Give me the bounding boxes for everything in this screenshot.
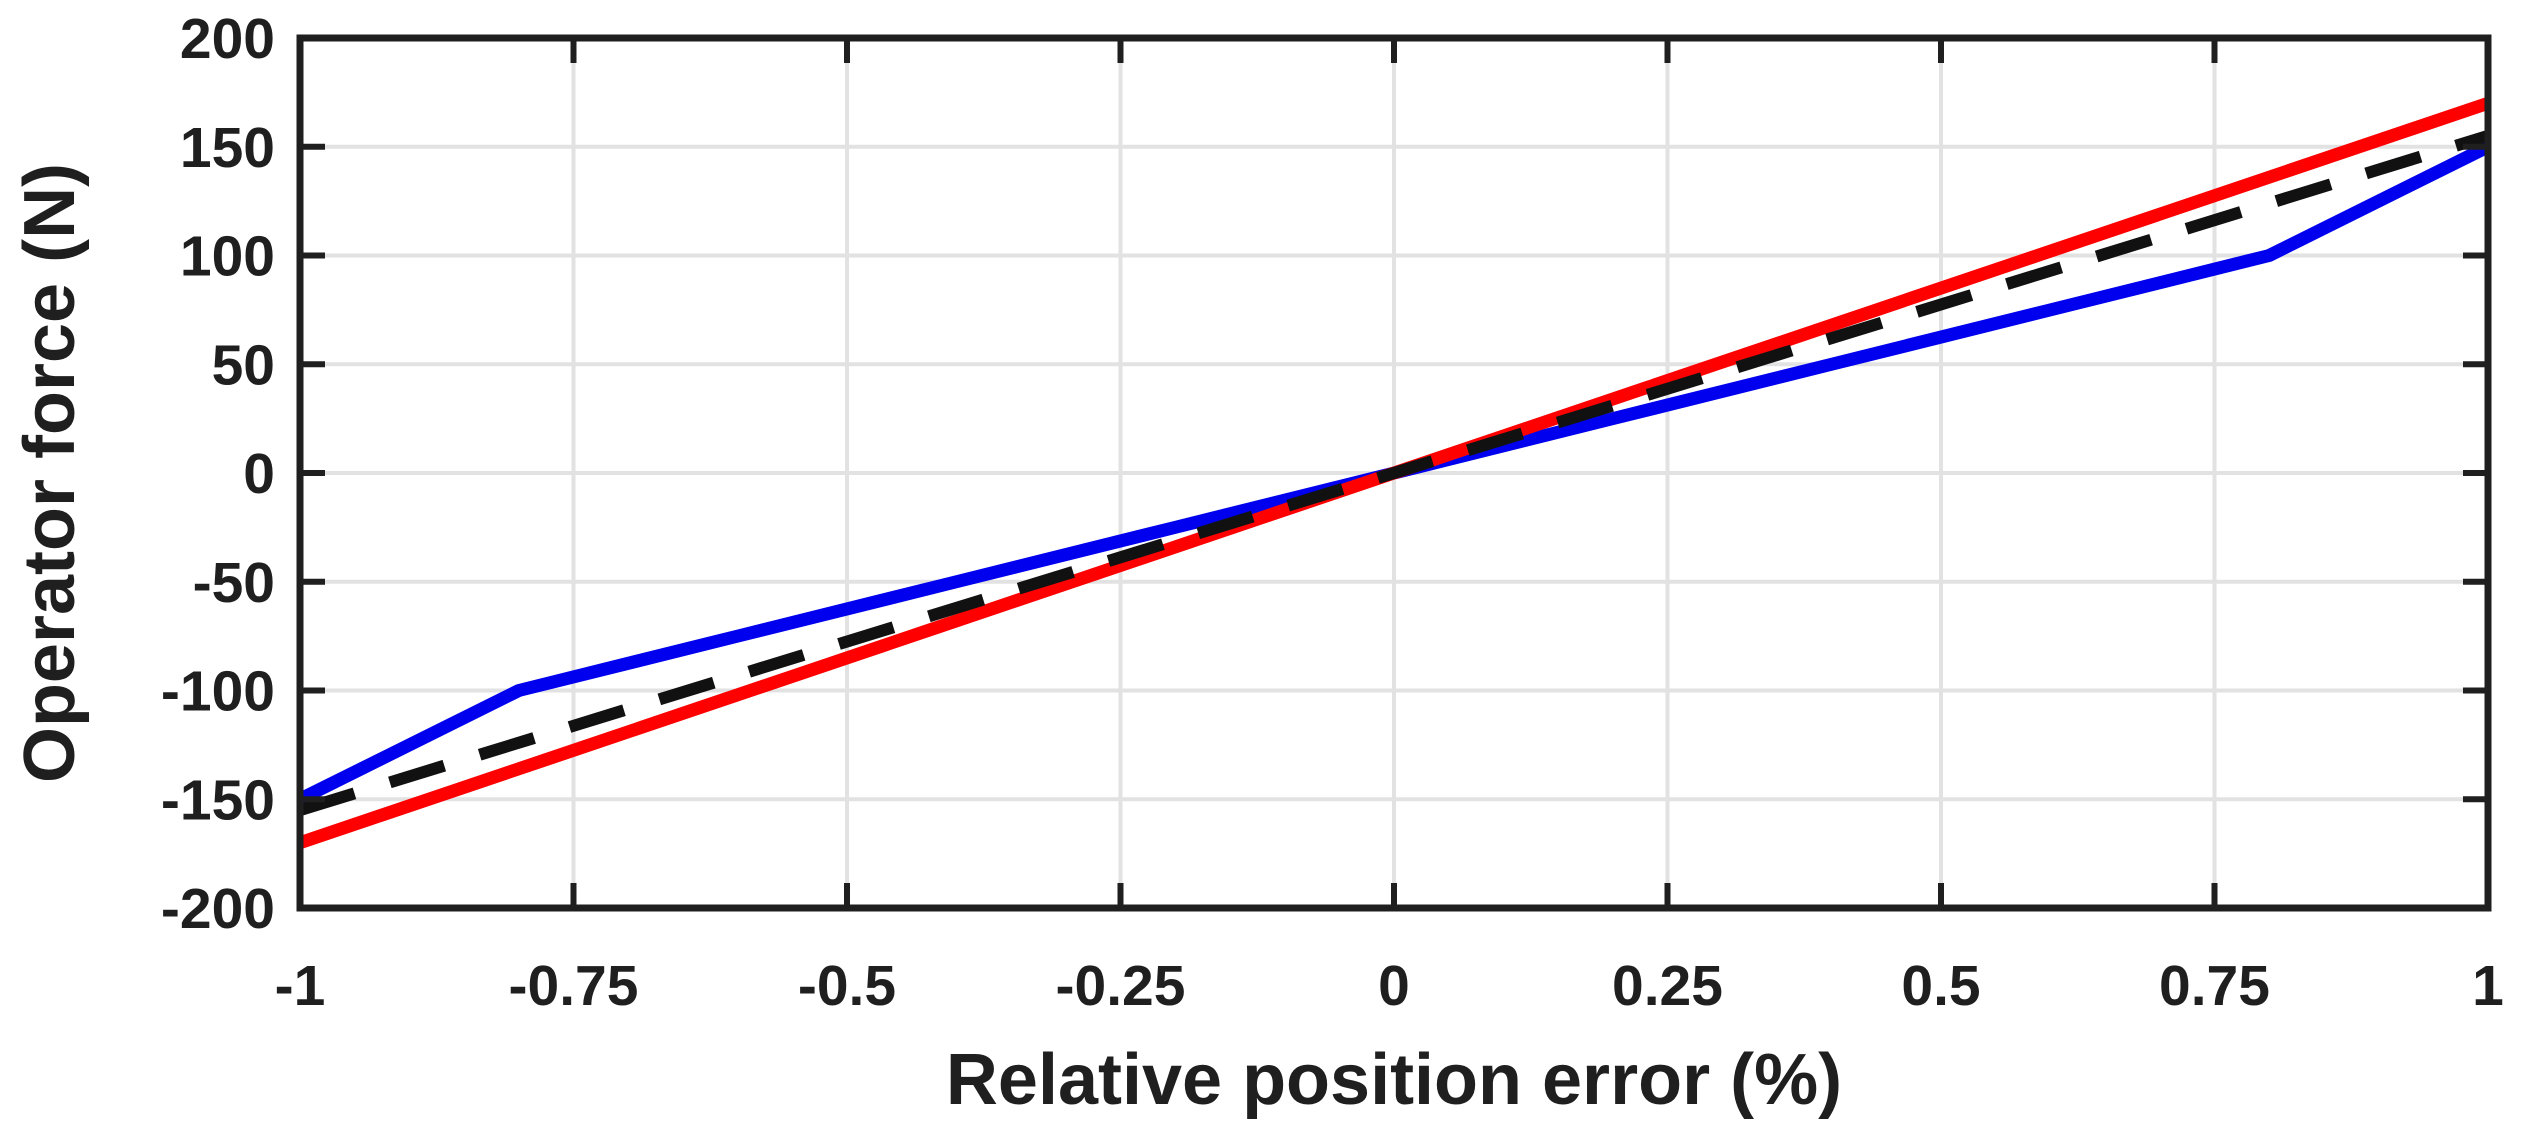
y-tick-label: -150 — [161, 768, 275, 832]
y-tick-label: -100 — [161, 660, 275, 724]
data-series — [297, 97, 2491, 849]
x-tick-label: 0 — [1378, 954, 1410, 1018]
y-axis-label: Operator force (N) — [10, 163, 90, 783]
grid-lines — [300, 38, 2488, 908]
y-tick-label: 0 — [243, 442, 275, 506]
y-tick-label: 150 — [180, 116, 275, 180]
x-tick-label: -0.25 — [1056, 954, 1186, 1018]
x-tick-label: -1 — [275, 954, 326, 1018]
y-tick-label: -50 — [193, 551, 275, 615]
y-tick-label: 50 — [212, 333, 275, 397]
tick-marks — [297, 35, 2491, 911]
x-axis-label: Relative position error (%) — [946, 1040, 1842, 1120]
y-tick-label: 100 — [180, 225, 275, 289]
x-tick-label: -0.5 — [798, 954, 896, 1018]
y-tick-label: -200 — [161, 877, 275, 941]
x-tick-label: 0.25 — [1612, 954, 1723, 1018]
x-tick-label: 0.5 — [1901, 954, 1980, 1018]
x-tick-label: 0.75 — [2159, 954, 2270, 1018]
black-dashed-line — [298, 130, 2490, 816]
y-tick-label: 200 — [180, 7, 275, 71]
x-tick-label: -0.75 — [509, 954, 639, 1018]
tick-labels: -1 -0.75 -0.5 -0.25 0 0.25 0.5 0.75 1 -200 -150 -10… — [161, 7, 2504, 1018]
x-tick-label: 1 — [2472, 954, 2504, 1018]
